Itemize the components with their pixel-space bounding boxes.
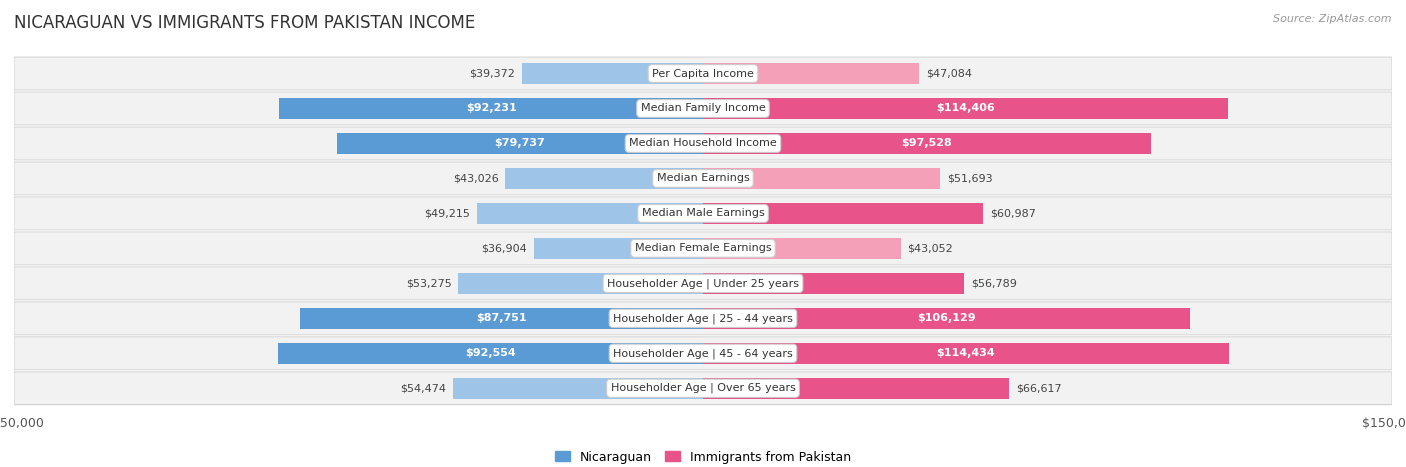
Text: $51,693: $51,693 <box>948 173 993 184</box>
Bar <box>337 133 703 154</box>
Text: $66,617: $66,617 <box>1017 383 1062 393</box>
Bar <box>477 203 703 224</box>
Bar <box>703 378 1010 399</box>
Bar <box>703 203 983 224</box>
Bar <box>703 343 1229 364</box>
Bar <box>533 238 703 259</box>
Text: $47,084: $47,084 <box>927 69 972 78</box>
Text: $49,215: $49,215 <box>425 208 470 219</box>
FancyBboxPatch shape <box>14 337 1392 370</box>
Text: $92,231: $92,231 <box>465 104 516 113</box>
Bar <box>522 63 703 84</box>
Bar <box>280 98 703 119</box>
Text: $60,987: $60,987 <box>990 208 1036 219</box>
Text: Median Female Earnings: Median Female Earnings <box>634 243 772 254</box>
Bar <box>299 308 703 329</box>
FancyBboxPatch shape <box>14 197 1392 230</box>
Bar <box>703 98 1229 119</box>
Legend: Nicaraguan, Immigrants from Pakistan: Nicaraguan, Immigrants from Pakistan <box>550 446 856 467</box>
Bar <box>703 168 941 189</box>
Bar <box>703 273 965 294</box>
FancyBboxPatch shape <box>14 162 1392 195</box>
Text: $43,026: $43,026 <box>453 173 499 184</box>
Text: Source: ZipAtlas.com: Source: ZipAtlas.com <box>1274 14 1392 24</box>
Text: $53,275: $53,275 <box>406 278 451 288</box>
Text: $54,474: $54,474 <box>399 383 446 393</box>
Text: NICARAGUAN VS IMMIGRANTS FROM PAKISTAN INCOME: NICARAGUAN VS IMMIGRANTS FROM PAKISTAN I… <box>14 14 475 32</box>
FancyBboxPatch shape <box>14 57 1392 90</box>
Text: $56,789: $56,789 <box>970 278 1017 288</box>
Text: Median Male Earnings: Median Male Earnings <box>641 208 765 219</box>
Text: $36,904: $36,904 <box>481 243 527 254</box>
Text: $114,434: $114,434 <box>936 348 995 358</box>
Bar <box>278 343 703 364</box>
FancyBboxPatch shape <box>14 267 1392 300</box>
Text: $114,406: $114,406 <box>936 104 995 113</box>
Text: Per Capita Income: Per Capita Income <box>652 69 754 78</box>
Text: Householder Age | Under 25 years: Householder Age | Under 25 years <box>607 278 799 289</box>
FancyBboxPatch shape <box>14 302 1392 335</box>
Bar <box>703 238 901 259</box>
Text: $92,554: $92,554 <box>465 348 516 358</box>
Text: $43,052: $43,052 <box>908 243 953 254</box>
Bar <box>505 168 703 189</box>
Text: $87,751: $87,751 <box>477 313 527 323</box>
Text: Householder Age | 25 - 44 years: Householder Age | 25 - 44 years <box>613 313 793 324</box>
FancyBboxPatch shape <box>14 232 1392 265</box>
Bar <box>458 273 703 294</box>
Bar <box>703 133 1152 154</box>
Text: $79,737: $79,737 <box>495 138 546 149</box>
Text: $39,372: $39,372 <box>470 69 515 78</box>
Bar <box>453 378 703 399</box>
Text: Householder Age | Over 65 years: Householder Age | Over 65 years <box>610 383 796 394</box>
Bar <box>703 63 920 84</box>
Text: Median Household Income: Median Household Income <box>628 138 778 149</box>
FancyBboxPatch shape <box>14 127 1392 160</box>
Bar <box>703 308 1191 329</box>
Text: Householder Age | 45 - 64 years: Householder Age | 45 - 64 years <box>613 348 793 359</box>
FancyBboxPatch shape <box>14 372 1392 405</box>
Text: $97,528: $97,528 <box>901 138 952 149</box>
Text: $106,129: $106,129 <box>917 313 976 323</box>
Text: Median Earnings: Median Earnings <box>657 173 749 184</box>
FancyBboxPatch shape <box>14 92 1392 125</box>
Text: Median Family Income: Median Family Income <box>641 104 765 113</box>
